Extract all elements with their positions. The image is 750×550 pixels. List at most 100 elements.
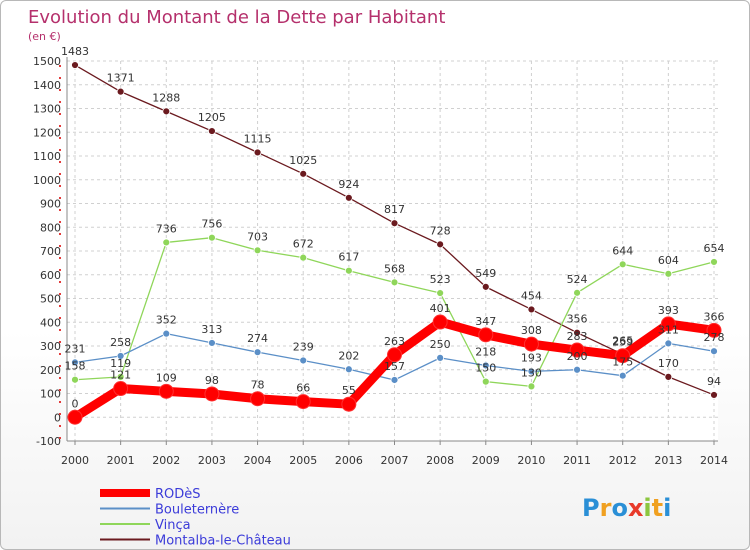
x-tick-label: 2001 (107, 454, 135, 467)
y-axis-dot (59, 269, 61, 271)
data-label: 924 (338, 178, 359, 191)
data-point (162, 238, 171, 247)
data-label: 121 (110, 369, 131, 382)
data-point (116, 372, 125, 381)
data-point (481, 282, 490, 291)
data-point (158, 383, 174, 399)
y-tick-label: 300 (40, 340, 61, 353)
data-point (664, 372, 673, 381)
data-point (573, 328, 581, 337)
legend-label: RODèS (155, 487, 201, 502)
data-point (569, 342, 585, 358)
data-point (208, 127, 216, 135)
y-tick-label: 1200 (33, 126, 61, 139)
data-point (436, 353, 445, 362)
y-axis-dot (59, 365, 61, 367)
data-label: 158 (65, 360, 86, 373)
y-axis-dot (59, 89, 61, 91)
y-tick-label: 1500 (33, 55, 61, 68)
data-label: 347 (475, 315, 496, 328)
x-tick-label: 2014 (700, 454, 728, 467)
y-axis-dot (59, 281, 61, 283)
data-point (344, 193, 353, 202)
y-tick-label: 0 (54, 411, 61, 424)
y-axis-dot (59, 341, 61, 343)
x-tick-label: 2011 (563, 454, 591, 467)
y-axis-dot (59, 245, 61, 247)
data-point (162, 329, 171, 338)
data-label: 175 (612, 356, 633, 369)
data-label: 98 (205, 374, 219, 387)
data-point (710, 258, 718, 266)
data-point (527, 305, 536, 314)
y-tick-label: 700 (40, 245, 61, 258)
data-label: 157 (384, 360, 405, 373)
y-axis-dot (59, 353, 61, 355)
data-label: 250 (430, 338, 451, 351)
chart-title: Evolution du Montant de la Dette par Hab… (28, 7, 445, 28)
y-axis-dot (59, 257, 61, 259)
series-2 (71, 329, 718, 384)
logo-letter: i (643, 494, 651, 522)
data-label: 1483 (61, 45, 89, 58)
y-axis-dot (59, 221, 61, 223)
x-tick-label: 2006 (335, 454, 363, 467)
data-label: 119 (110, 357, 131, 370)
data-point (481, 361, 490, 370)
data-label: 259 (612, 336, 633, 349)
legend-label: Montalba-le-Château (155, 534, 291, 549)
data-label: 401 (430, 302, 451, 315)
proxiti-logo: Proxiti (582, 494, 671, 522)
data-point (344, 266, 353, 275)
data-label: 55 (342, 384, 356, 397)
y-tick-label: 100 (40, 388, 61, 401)
x-tick-label: 2010 (517, 454, 545, 467)
y-tick-label: 900 (40, 198, 61, 211)
y-axis-dot (59, 293, 61, 295)
y-axis-dot (59, 437, 61, 439)
y-axis-dot (59, 389, 61, 391)
data-label: 170 (658, 357, 679, 370)
y-axis-dot (59, 65, 61, 67)
y-axis-dot (59, 77, 61, 79)
chart-subtitle: (en €) (28, 30, 61, 43)
y-tick-label: 800 (40, 221, 61, 234)
data-point (436, 289, 445, 297)
legend-label: Bouleternère (155, 503, 239, 518)
data-point (253, 148, 262, 157)
data-point (390, 278, 399, 287)
data-point (208, 339, 216, 347)
data-label: 617 (338, 251, 359, 264)
y-tick-label: 600 (40, 269, 61, 282)
y-axis-dot (59, 101, 61, 103)
x-tick-label: 2013 (654, 454, 682, 467)
series (67, 61, 722, 425)
data-point (116, 87, 125, 96)
y-axis-dot (59, 185, 61, 187)
data-label: 130 (521, 366, 542, 379)
data-point (618, 371, 627, 380)
data-label: 1205 (198, 111, 226, 124)
data-label: 218 (475, 345, 496, 358)
data-point (299, 356, 308, 365)
data-point (660, 316, 676, 332)
data-label: 78 (251, 379, 265, 392)
data-point (204, 386, 220, 402)
y-axis-dot (59, 161, 61, 163)
data-point (615, 348, 631, 364)
data-label: 817 (384, 203, 405, 216)
y-axis-dot (59, 137, 61, 139)
data-point (253, 348, 262, 357)
data-label: 1025 (289, 154, 317, 167)
data-point (618, 260, 627, 269)
data-label: 239 (293, 340, 314, 353)
data-label: 265 (612, 334, 633, 347)
series-3 (67, 314, 722, 425)
data-label: 308 (521, 324, 542, 337)
data-point (299, 169, 308, 178)
data-point (390, 219, 399, 228)
data-point (344, 365, 353, 374)
data-label: 356 (567, 313, 588, 326)
x-tick-label: 2003 (198, 454, 226, 467)
data-point (432, 314, 448, 330)
